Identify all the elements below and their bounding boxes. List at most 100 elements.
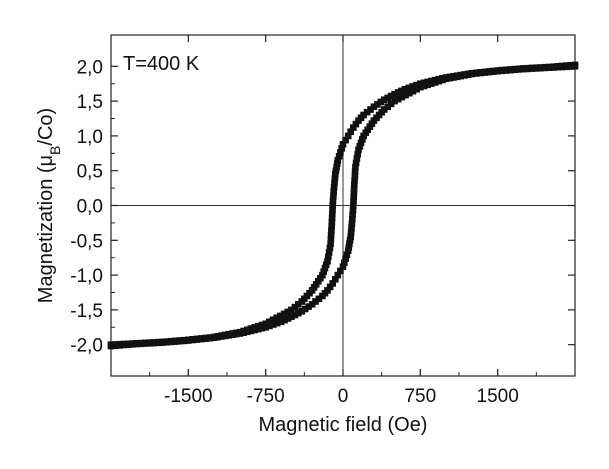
data-point [515, 66, 523, 73]
data-point [133, 340, 141, 348]
data-point [291, 311, 299, 319]
data-point [262, 324, 269, 331]
data-point [328, 223, 335, 230]
data-point [329, 202, 336, 209]
data-point [341, 259, 348, 266]
data-point [339, 141, 347, 148]
data-point [346, 237, 354, 244]
data-point [380, 106, 388, 113]
data-point [321, 264, 329, 272]
data-point [351, 168, 359, 175]
data-point [537, 64, 544, 72]
data-point [481, 69, 489, 76]
data-point [498, 67, 506, 75]
data-point [324, 287, 331, 294]
data-point [343, 251, 351, 258]
data-point [116, 342, 123, 349]
data-point [353, 155, 361, 162]
data-point [334, 271, 342, 279]
data-point [255, 325, 262, 333]
data-point [377, 98, 385, 106]
data-point [350, 198, 357, 205]
data-point [352, 159, 360, 167]
data-point [541, 64, 549, 72]
data-point [520, 65, 527, 73]
data-point [326, 283, 334, 291]
data-point [567, 63, 574, 70]
data-point [229, 331, 236, 338]
x-tick-label: 1500 [477, 386, 519, 407]
data-point [387, 100, 395, 108]
data-point [112, 342, 119, 349]
data-point [571, 63, 579, 70]
y-tick-label: -2,0 [70, 336, 103, 357]
data-point [428, 80, 435, 87]
data-point [210, 334, 218, 341]
data-point [225, 332, 233, 339]
data-point [352, 120, 360, 128]
data-point [350, 202, 357, 209]
data-point [308, 301, 316, 308]
data-point [350, 193, 357, 201]
data-point [137, 340, 145, 348]
data-point [413, 81, 420, 89]
data-point [468, 70, 476, 78]
data-point [351, 181, 358, 188]
data-point [345, 244, 353, 251]
data-point [348, 220, 356, 228]
data-point [274, 319, 281, 327]
data-point [244, 328, 251, 336]
data-point [524, 65, 531, 73]
data-point [337, 149, 344, 156]
data-point [351, 172, 359, 180]
data-point [236, 330, 244, 337]
data-point [348, 224, 355, 232]
data-point [464, 71, 472, 78]
data-point [298, 308, 306, 315]
data-point [330, 183, 338, 191]
data-point [312, 298, 319, 305]
data-point [163, 338, 171, 346]
data-point [262, 320, 269, 328]
data-point [270, 321, 277, 328]
data-point [328, 227, 335, 234]
data-point [329, 197, 337, 205]
data-point [384, 94, 391, 102]
data-point [324, 257, 331, 265]
data-point [277, 312, 284, 320]
data-point [180, 337, 188, 345]
data-point [413, 85, 420, 93]
data-point [322, 261, 330, 268]
data-point [380, 96, 388, 103]
data-point [197, 335, 205, 343]
data-point [350, 189, 358, 197]
data-point [329, 280, 336, 287]
data-point [409, 83, 416, 90]
x-tick-label: -750 [247, 386, 285, 407]
plot-area: 2,0 1,5 1,0 0,5 0,0 -0,5 -1,0 -1,5 -2,0 -1500 -750… [70, 34, 579, 407]
data-point [266, 318, 273, 326]
data-point [305, 303, 312, 310]
data-point [172, 338, 179, 345]
data-point [129, 341, 136, 348]
data-point [563, 63, 570, 71]
data-point [291, 303, 299, 311]
x-tick-label: 750 [404, 386, 436, 407]
data-point [332, 276, 339, 283]
data-point [284, 308, 292, 316]
data-point [507, 66, 514, 74]
data-point [347, 128, 354, 135]
data-point [301, 305, 309, 313]
y-axis-title-pre: Magnetization ( [35, 166, 57, 303]
data-point [328, 218, 336, 226]
data-point [328, 214, 336, 222]
data-point [450, 74, 457, 81]
data-point [330, 188, 337, 195]
data-point [409, 87, 417, 95]
series-ascending [107, 63, 579, 350]
data-point [405, 84, 412, 92]
data-point [359, 136, 366, 143]
data-point [288, 306, 295, 314]
y-tick-label: 2,0 [77, 57, 103, 78]
data-point [333, 160, 341, 167]
